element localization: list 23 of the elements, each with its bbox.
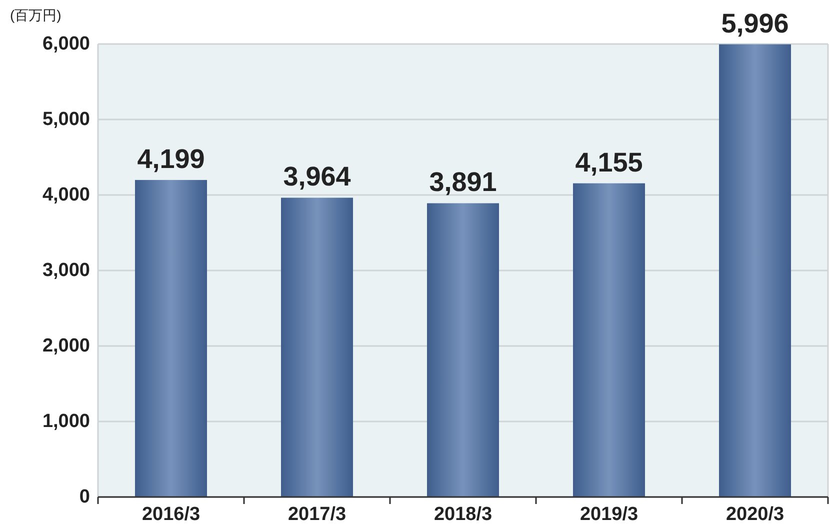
- bar: [573, 183, 645, 497]
- y-tick-label: 3,000: [42, 260, 90, 281]
- y-tick-label: 0: [79, 486, 90, 508]
- bar: [427, 203, 499, 497]
- x-tick-label: 2016/3: [142, 504, 200, 525]
- y-tick-label: 6,000: [42, 34, 90, 54]
- y-tick-label: 5,000: [42, 109, 90, 130]
- x-tick-label: 2019/3: [580, 504, 638, 525]
- y-tick-label: 2,000: [42, 336, 90, 356]
- bar: [281, 198, 353, 497]
- y-axis-title: (百万円): [10, 7, 62, 23]
- data-label: 4,199: [137, 144, 205, 174]
- x-tick-label: 2018/3: [434, 504, 492, 525]
- data-label: 3,964: [283, 162, 351, 192]
- x-tick-label: 2020/3: [726, 504, 784, 525]
- x-tick-label: 2017/3: [288, 504, 346, 525]
- bar: [135, 180, 207, 497]
- y-tick-label: 4,000: [42, 184, 90, 206]
- data-label: 5,996: [721, 8, 789, 38]
- data-label: 4,155: [575, 147, 643, 178]
- y-tick-label: 1,000: [42, 411, 90, 432]
- data-label: 3,891: [429, 167, 497, 198]
- bar: [719, 44, 791, 497]
